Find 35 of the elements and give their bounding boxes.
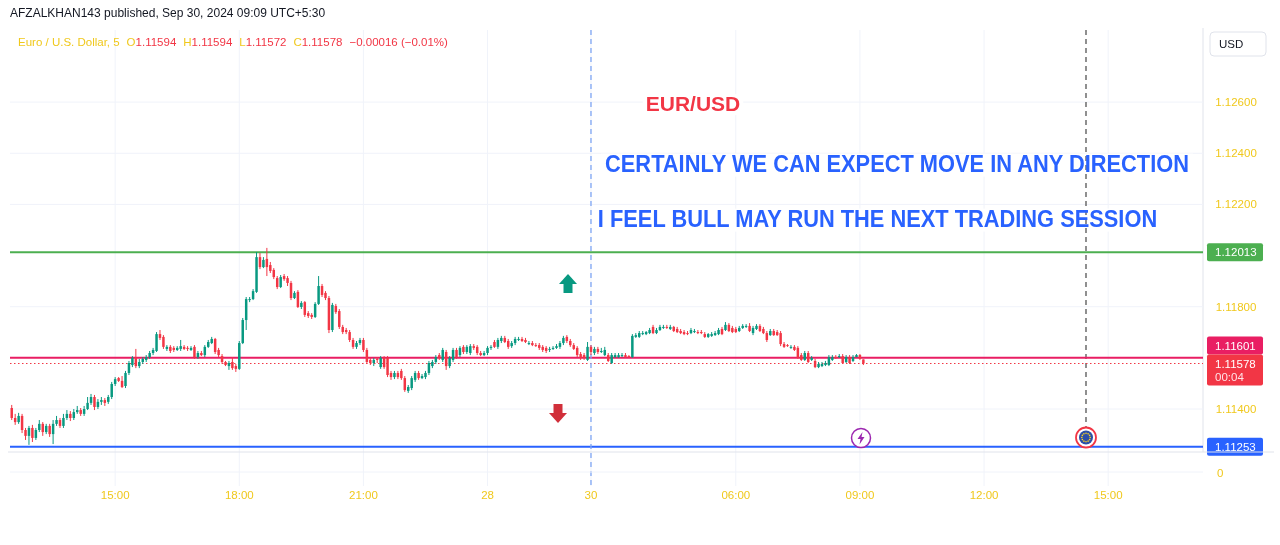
y-tick-label: 1.11800 [1215,300,1257,313]
text: Euro / U.S. Dollar, 5 [18,36,120,48]
annotation: CERTAINLY WE CAN EXPECT MOVE IN ANY DIRECTION [605,151,1189,178]
ref-line-label: 1.11253 [1215,440,1256,453]
annotation: EUR/USD [645,92,741,115]
y-tick-label: 1.12200 [1215,198,1257,211]
annotation: L1.11572 [239,36,287,48]
x-tick-label: 28 [481,489,494,501]
y-tick-label: 1.11400 [1215,403,1257,416]
candlestick [155,331,158,353]
x-tick-label: 18:00 [224,489,254,501]
candlestick [631,333,634,359]
x-tick-label: 30 [584,489,598,501]
annotation: C1.11578 [293,36,343,48]
ref-line-label: 1.12013 [1215,246,1257,259]
annotation: −0.00016 (−0.01%) [349,36,449,48]
ref-line-label: 1.11601 [1215,339,1256,352]
x-tick-label: 21:00 [349,489,378,501]
annotation: H1.11594 [183,36,233,48]
x-tick-label: 06:00 [721,489,751,501]
x-tick-label: 12:00 [969,489,999,501]
annotation: O1.11594 [126,36,177,48]
y-axis-title: USD [1219,38,1244,50]
candlestick [586,341,589,362]
y-tick-label: 1.12400 [1215,147,1257,160]
y-tick-label: 1.12600 [1215,96,1257,109]
chart-subtitle: AFZALKHAN143 published, Sep 30, 2024 09:09 UTC+5:30 [10,6,326,20]
x-tick-label: 15:00 [1093,489,1123,501]
candlestick [338,308,341,330]
ref-line-label: 1.11578 [1215,357,1256,370]
x-tick-label: 09:00 [845,489,875,501]
x-tick-label: 15:00 [100,489,130,501]
text: 00:04 [1215,370,1245,383]
text: 0 [1217,467,1224,479]
annotation: I FEEL BULL MAY RUN THE NEXT TRADING SESSION [597,206,1158,233]
